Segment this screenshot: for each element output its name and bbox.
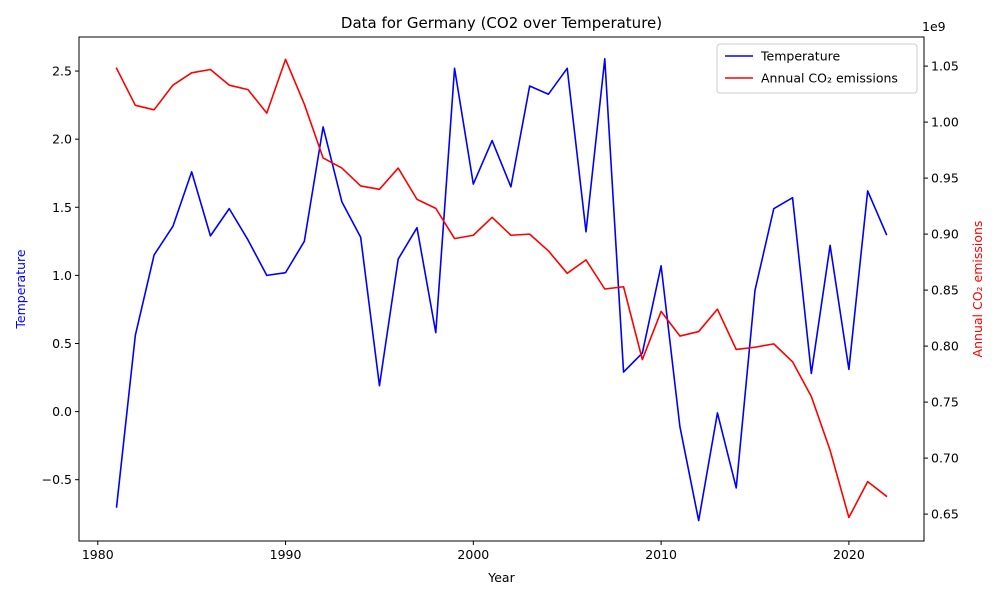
legend-label-temperature: Temperature — [760, 49, 840, 64]
legend-label-co2-emissions: Annual CO₂ emissions — [761, 71, 898, 86]
plot-frame — [78, 36, 925, 542]
y-right-tick-label: 0.65 — [931, 507, 959, 522]
legend-box — [716, 43, 918, 94]
y-right-tick-label: 1.00 — [931, 115, 959, 130]
x-tick-label: 2020 — [833, 547, 865, 562]
y-right-tick-label: 0.75 — [931, 395, 959, 410]
y-right-tick-label: 0.70 — [931, 451, 959, 466]
x-axis-title: Year — [487, 570, 515, 585]
x-tick-label: 1980 — [82, 547, 114, 562]
y-left-tick-label: 2.5 — [52, 64, 72, 79]
y-left-tick-label: 1.5 — [52, 200, 72, 215]
series-line-temperature — [115, 57, 888, 522]
x-tick-label: 2000 — [457, 547, 489, 562]
y-left-axis-title: Temperature — [13, 249, 28, 329]
y-left-tick-label: 0.5 — [52, 336, 72, 351]
y-left-tick-label: −0.5 — [42, 472, 72, 487]
x-tick-label: 2010 — [645, 547, 677, 562]
y-right-tick-label: 0.85 — [931, 283, 959, 298]
y-left-tick-label: 0.0 — [52, 404, 72, 419]
y-right-tick-label: 0.95 — [931, 171, 959, 186]
x-tick-label: 1990 — [270, 547, 302, 562]
chart-title: Data for Germany (CO2 over Temperature) — [341, 14, 662, 32]
y-right-tick-label: 0.80 — [931, 339, 959, 354]
y-left-tick-label: 2.0 — [52, 132, 72, 147]
plot-layer: 1980 1990 2000 2010 2020 −0.5 0.0 0.5 1.0 1.5 2.0 2… — [13, 14, 985, 585]
y-right-tick-label: 1.05 — [931, 59, 959, 74]
y-right-axis-title: Annual CO₂ emissions — [970, 221, 985, 358]
y-left-tick-label: 1.0 — [52, 268, 72, 283]
right-axis-offset-label: 1e9 — [922, 19, 946, 34]
y-right-tick-label: 0.90 — [931, 227, 959, 242]
series-line-co2-emissions — [115, 58, 888, 519]
